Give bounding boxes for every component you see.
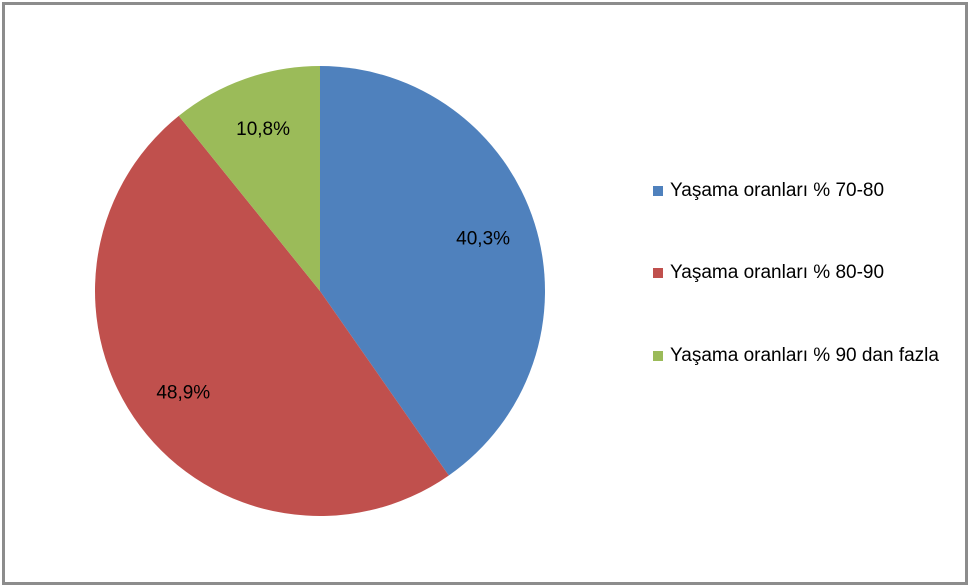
legend-label: Yaşama oranları % 80-90 — [670, 262, 885, 283]
legend-swatch — [653, 268, 663, 278]
legend-item: Yaşama oranları % 70-80 — [653, 178, 953, 203]
pie-slice — [94, 115, 449, 517]
legend-item: Yaşama oranları % 90 dan fazla — [653, 343, 953, 368]
legend-label: Yaşama oranları % 90 dan fazla — [670, 345, 939, 366]
data-label: 48,9% — [156, 383, 210, 404]
legend-label: Yaşama oranları % 70-80 — [670, 180, 885, 201]
legend-swatch — [653, 186, 663, 196]
legend-swatch — [653, 351, 663, 361]
legend-item: Yaşama oranları % 80-90 — [653, 260, 953, 285]
pie-slice — [178, 66, 320, 291]
data-label: 40,3% — [456, 229, 510, 250]
chart: 40,3% 48,9% 10,8% — [94, 66, 545, 517]
pie-slice — [320, 66, 545, 476]
data-label: 10,8% — [236, 119, 290, 140]
